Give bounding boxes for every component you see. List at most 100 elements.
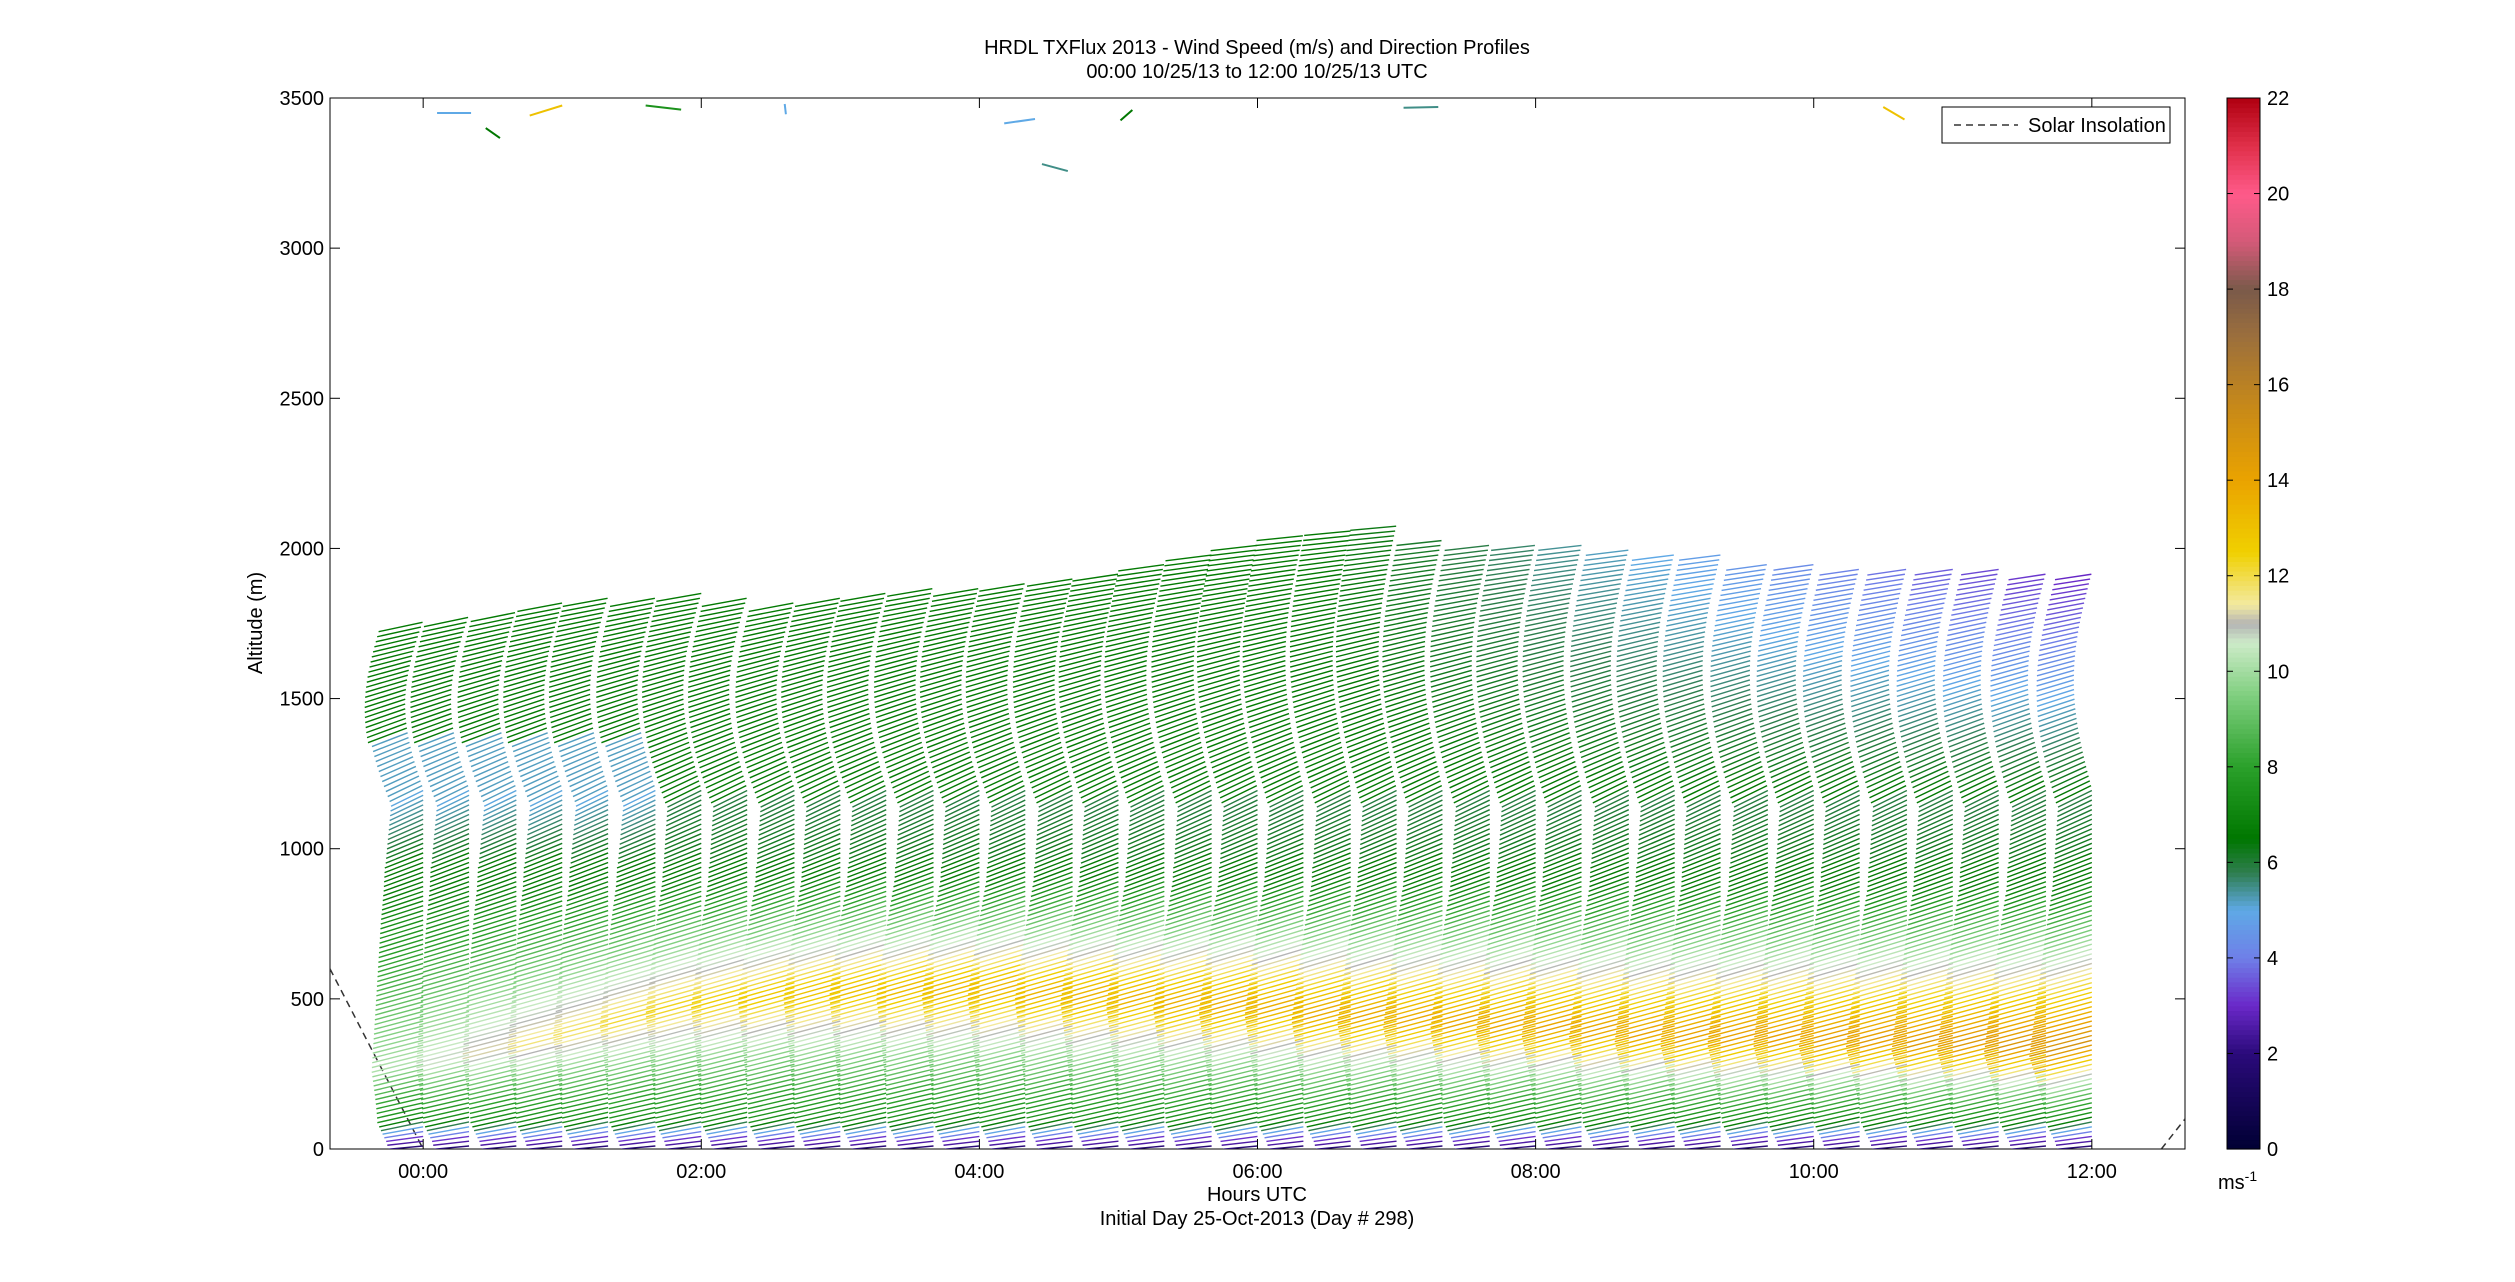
wind-barb	[514, 953, 563, 969]
wind-barb	[1628, 919, 1675, 936]
wind-barb	[737, 650, 782, 663]
wind-barb	[1571, 684, 1612, 698]
wind-barb	[1343, 563, 1389, 572]
wind-barb	[1638, 1140, 1675, 1146]
wind-barb	[1673, 924, 1721, 941]
wind-barb	[1440, 933, 1490, 951]
wind-barb	[1570, 1030, 1629, 1047]
wind-barb	[2011, 799, 2047, 818]
wind-barb	[1394, 929, 1443, 946]
wind-barb	[1031, 1126, 1073, 1135]
wind-barb	[1449, 770, 1487, 789]
wind-barb	[851, 794, 887, 813]
wind-barb	[1163, 919, 1212, 936]
wind-barb	[1394, 549, 1440, 557]
wind-barb	[463, 1049, 517, 1064]
wind-barb	[1802, 1049, 1860, 1065]
wind-barb	[423, 751, 459, 768]
wind-barb	[1081, 828, 1119, 846]
wind-barb	[1858, 1092, 1908, 1106]
wind-barb	[873, 674, 916, 688]
wind-barb	[1251, 559, 1298, 567]
wind-barb	[618, 837, 656, 855]
wind-barb	[841, 900, 887, 917]
wind-barb	[928, 1044, 980, 1059]
wind-barb	[1342, 712, 1383, 729]
wind-barb	[1476, 655, 1518, 668]
wind-barb	[1952, 914, 1999, 931]
wind-barb	[1499, 813, 1536, 832]
wind-barb	[1437, 722, 1477, 739]
wind-barb	[833, 953, 887, 971]
wind-barb	[1723, 905, 1769, 921]
wind-barb	[1584, 756, 1622, 774]
wind-barb	[434, 813, 470, 831]
wind-barb	[1899, 1068, 1953, 1083]
wind-barb	[549, 664, 593, 678]
wind-barb	[1353, 890, 1397, 907]
wind-barb	[1013, 660, 1056, 673]
wind-barb	[366, 669, 409, 683]
wind-barb	[1069, 924, 1119, 941]
wind-barb	[887, 905, 934, 922]
wind-barb	[563, 914, 609, 931]
colorbar-band	[2227, 814, 2260, 820]
wind-barb	[1200, 1005, 1258, 1023]
wind-barb	[735, 693, 777, 709]
wind-barb	[755, 866, 795, 883]
wind-barb	[1806, 626, 1847, 637]
wind-barb	[429, 866, 470, 883]
wind-barb	[2004, 885, 2047, 902]
wind-barb	[1771, 890, 1814, 907]
wind-barb	[645, 996, 702, 1014]
wind-barb	[1393, 554, 1439, 562]
wind-barb	[1942, 669, 1981, 682]
wind-barb	[554, 1034, 609, 1050]
wind-barb	[464, 1020, 517, 1036]
wind-barb	[610, 751, 646, 768]
wind-barb	[1477, 1025, 1536, 1042]
wind-barb	[1942, 996, 1999, 1014]
wind-barb	[1619, 708, 1660, 723]
wind-barb	[1815, 756, 1853, 774]
wind-barb	[1346, 938, 1397, 956]
colorbar-band	[2227, 1053, 2260, 1059]
wind-barb	[1267, 813, 1304, 832]
wind-barb	[423, 948, 470, 964]
wind-barb	[1482, 967, 1536, 985]
wind-barb	[569, 861, 609, 878]
wind-barb	[559, 953, 609, 969]
wind-barb	[1684, 1140, 1721, 1146]
wind-barb	[1851, 650, 1891, 662]
wind-barb	[1479, 607, 1523, 617]
wind-barb	[1675, 568, 1718, 577]
wind-barb	[1766, 592, 1807, 602]
wind-barb	[617, 847, 656, 864]
wind-barb	[1476, 1020, 1536, 1038]
wind-barb	[1294, 703, 1336, 719]
wind-barb	[1066, 732, 1106, 749]
wind-barb	[468, 972, 517, 988]
wind-barb	[1119, 900, 1165, 917]
wind-barb	[1072, 756, 1111, 774]
wind-barb	[1770, 895, 1814, 912]
colorbar-band	[2227, 895, 2260, 902]
wind-barb	[1215, 765, 1253, 784]
wind-barb	[1496, 1130, 1536, 1139]
wind-barb	[802, 847, 841, 864]
colorbar-band	[2227, 599, 2260, 605]
wind-barb	[932, 1092, 980, 1105]
wind-barb	[737, 986, 795, 1004]
wind-barb	[1385, 1025, 1443, 1042]
wind-barb	[1062, 972, 1119, 990]
wind-barb	[1621, 602, 1664, 612]
colorbar-band	[2227, 695, 2260, 701]
wind-barb	[1023, 1063, 1073, 1078]
wind-barb	[1710, 669, 1751, 683]
wind-barb	[1634, 770, 1671, 789]
wind-barb	[1868, 857, 1908, 874]
wind-barb	[1632, 1121, 1675, 1132]
wind-barb	[1118, 1106, 1165, 1119]
wind-barb	[516, 929, 563, 945]
wind-barb	[793, 909, 841, 926]
